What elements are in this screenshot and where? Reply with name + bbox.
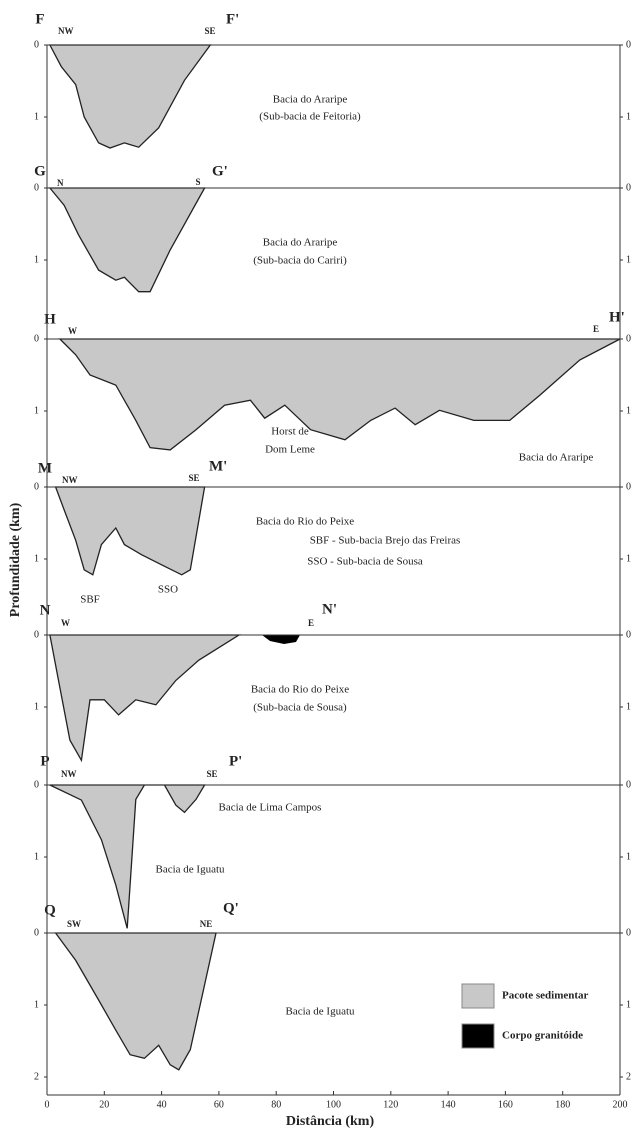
section-end-direction: SE — [188, 473, 199, 483]
x-tick-label: 140 — [441, 1099, 456, 1110]
y-tick-label: 0 — [34, 481, 39, 492]
section-start-direction: W — [61, 618, 70, 628]
annotation: Bacia do Rio do Peixe — [251, 684, 349, 696]
y-tick-label: 0 — [34, 182, 39, 193]
y-tick-label: 1 — [626, 254, 631, 265]
y-axis-label: Profundidade (km) — [8, 502, 23, 617]
section-end: N' — [322, 601, 337, 617]
annotation: Bacia do Araripe — [519, 452, 594, 464]
annotation: Bacia de Iguatu — [155, 864, 225, 876]
annotation: (Sub-bacia do Cariri) — [253, 255, 347, 267]
legend-swatch — [462, 984, 494, 1008]
y-tick-label: 1 — [34, 999, 39, 1010]
section-start-direction: NW — [61, 769, 77, 779]
y-tick-label: 0 — [626, 39, 631, 50]
section-end: P' — [229, 753, 242, 769]
y-tick-label: 1 — [34, 254, 39, 265]
x-tick-label: 160 — [498, 1099, 513, 1110]
section-start: P — [40, 753, 49, 769]
section-end-direction: E — [308, 618, 314, 628]
y-tick-label: 1 — [626, 999, 631, 1010]
section-start: H — [44, 311, 56, 327]
section-end: H' — [609, 309, 625, 325]
y-tick-label: 1 — [626, 553, 631, 564]
y-tick-label: 0 — [626, 779, 631, 790]
section-start: Q — [44, 902, 56, 918]
annotation: SSO — [158, 584, 178, 596]
y-tick-label: 2 — [626, 1071, 631, 1082]
annotation: SBF — [80, 594, 100, 606]
section-end-direction: NE — [200, 919, 213, 929]
annotation: SBF - Sub-bacia Brejo das Freiras — [310, 535, 461, 547]
x-tick-label: 80 — [271, 1099, 281, 1110]
annotation: Bacia do Araripe — [263, 237, 338, 249]
section-end: Q' — [223, 900, 239, 916]
section-start: G — [34, 163, 46, 179]
x-tick-label: 180 — [555, 1099, 570, 1110]
annotation: (Sub-bacia de Sousa) — [253, 702, 347, 714]
legend-swatch — [462, 1024, 494, 1048]
x-tick-label: 20 — [99, 1099, 109, 1110]
section-start: F — [35, 11, 44, 27]
section-start-direction: W — [68, 326, 77, 336]
section-start-direction: N — [57, 178, 64, 188]
y-tick-label: 0 — [626, 927, 631, 938]
x-tick-label: 100 — [326, 1099, 341, 1110]
section-start-direction: NW — [58, 26, 74, 36]
y-tick-label: 0 — [626, 629, 631, 640]
section-start-direction: SW — [67, 919, 81, 929]
x-tick-label: 40 — [157, 1099, 167, 1110]
y-tick-label: 0 — [34, 333, 39, 344]
y-tick-label: 1 — [34, 405, 39, 416]
chart: Distância (km) Profundidade (km) 0011FNW… — [0, 0, 632, 1131]
section-end: M' — [209, 458, 227, 474]
x-axis-label: Distância (km) — [286, 1114, 375, 1129]
y-tick-label: 0 — [626, 333, 631, 344]
section-end: G' — [212, 163, 228, 179]
y-tick-label: 2 — [34, 1071, 39, 1082]
annotation: Dom Leme — [265, 444, 315, 456]
annotation: Bacia de Iguatu — [285, 1006, 355, 1018]
y-tick-label: 1 — [34, 701, 39, 712]
annotation: (Sub-bacia de Feitoria) — [259, 111, 361, 123]
y-tick-label: 0 — [34, 927, 39, 938]
y-tick-label: 0 — [34, 629, 39, 640]
section-start: M — [38, 460, 52, 476]
y-tick-label: 1 — [626, 111, 631, 122]
y-tick-label: 0 — [626, 182, 631, 193]
x-tick-label: 120 — [383, 1099, 398, 1110]
section-end-direction: S — [195, 177, 200, 187]
annotation: Bacia de Lima Campos — [219, 802, 322, 814]
legend-label: Pacote sedimentar — [502, 990, 589, 1002]
section-end-direction: SE — [204, 26, 215, 36]
y-tick-label: 0 — [34, 39, 39, 50]
section-start-direction: NW — [62, 475, 78, 485]
y-tick-label: 0 — [34, 779, 39, 790]
annotation: Horst de — [271, 426, 309, 438]
x-tick-label: 60 — [214, 1099, 224, 1110]
y-tick-label: 1 — [34, 553, 39, 564]
x-tick-label: 200 — [613, 1099, 628, 1110]
section-start: N — [40, 602, 51, 618]
legend-label: Corpo granitóide — [502, 1030, 583, 1042]
y-tick-label: 1 — [626, 701, 631, 712]
y-tick-label: 1 — [34, 111, 39, 122]
y-tick-label: 1 — [626, 405, 631, 416]
section-end: F' — [226, 11, 239, 27]
y-tick-label: 1 — [626, 851, 631, 862]
annotation: Bacia do Rio do Peixe — [256, 516, 354, 528]
y-tick-label: 1 — [34, 851, 39, 862]
annotation: SSO - Sub-bacia de Sousa — [307, 556, 423, 568]
y-tick-label: 0 — [626, 481, 631, 492]
section-end-direction: E — [593, 324, 599, 334]
annotation: Bacia do Araripe — [273, 94, 348, 106]
section-end-direction: SE — [206, 769, 217, 779]
x-tick-label: 0 — [45, 1099, 50, 1110]
